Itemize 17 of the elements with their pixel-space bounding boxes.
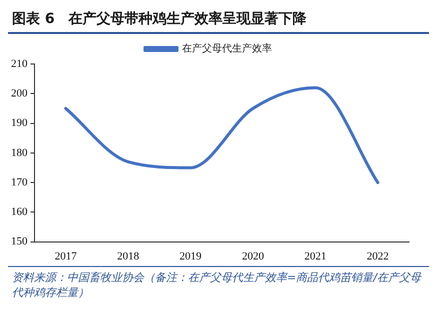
chart-title: 图表 6 在产父母带种鸡生产效率呈现显著下降 xyxy=(8,8,429,34)
y-tick-label: 150 xyxy=(11,236,28,248)
y-tick-label: 190 xyxy=(11,117,28,130)
line-series xyxy=(64,86,380,184)
y-tick-label: 210 xyxy=(11,58,28,70)
x-tick-label: 2022 xyxy=(366,250,389,262)
y-tick-label: 160 xyxy=(11,206,28,218)
y-tick-label: 170 xyxy=(11,176,28,188)
y-tick-label: 200 xyxy=(11,88,28,100)
x-tick-label: 2019 xyxy=(180,250,202,262)
text: 资料来源：中国畜牧业协会（备注：在产父母代生产效率=商品代鸡苗销量/在产父母代种鸡存栏量） xyxy=(12,270,423,300)
x-tick-label: 2020 xyxy=(242,250,264,262)
y-tick-label: 180 xyxy=(11,146,28,159)
legend-label: 在产父母代生产效率 xyxy=(182,42,272,55)
x-tick-label: 2021 xyxy=(304,250,326,262)
x-tick-label: 2018 xyxy=(117,250,140,262)
x-tick-label: 2017 xyxy=(54,250,78,262)
